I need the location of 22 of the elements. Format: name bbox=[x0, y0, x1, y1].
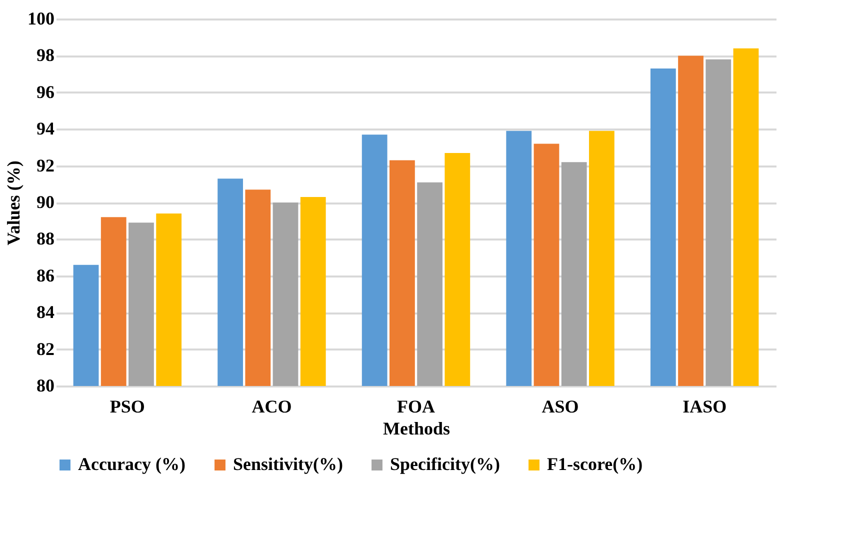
y-tick-label: 86 bbox=[36, 265, 54, 286]
y-axis-title: Values (%) bbox=[4, 160, 24, 246]
legend-label: F1-score(%) bbox=[547, 454, 643, 474]
legend-label: Sensitivity(%) bbox=[233, 454, 343, 474]
y-tick-label: 90 bbox=[36, 192, 54, 212]
y-tick-label: 100 bbox=[28, 8, 54, 28]
y-tick-label: 98 bbox=[36, 45, 54, 66]
legend-label: Accuracy (%) bbox=[78, 454, 186, 474]
y-tick-label: 80 bbox=[36, 376, 54, 396]
x-tick-label: ACO bbox=[252, 396, 292, 416]
x-axis-title: Methods bbox=[383, 418, 450, 438]
x-tick-label: ASO bbox=[542, 396, 579, 416]
y-tick-label: 94 bbox=[36, 118, 54, 139]
y-tick-label: 84 bbox=[36, 302, 54, 322]
y-tick-label: 82 bbox=[36, 338, 54, 359]
x-tick-label: PSO bbox=[110, 396, 145, 416]
y-tick-label: 96 bbox=[36, 82, 54, 102]
x-tick-label: IASO bbox=[682, 396, 727, 416]
legend-label: Specificity(%) bbox=[390, 454, 500, 474]
y-tick-label: 88 bbox=[36, 228, 54, 249]
y-tick-label: 92 bbox=[36, 155, 54, 176]
x-tick-label: FOA bbox=[397, 396, 435, 416]
